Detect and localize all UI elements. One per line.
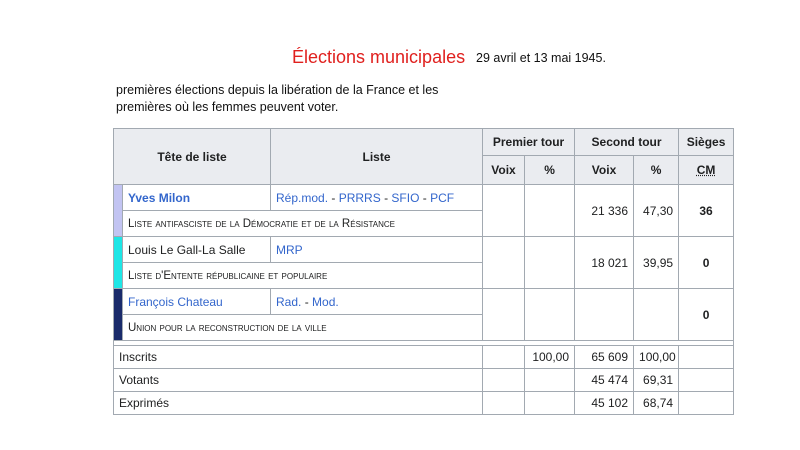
- header-votes-2: Voix: [574, 155, 635, 185]
- list-name: Union pour la reconstruction de la ville: [121, 314, 484, 341]
- votes-second: 21 336: [574, 184, 635, 237]
- stat-empty: [678, 391, 735, 415]
- list-row: François Chateau Rad. - Mod. 0: [113, 288, 735, 341]
- stat-row: Exprimés 45 102 68,74: [112, 391, 735, 415]
- pct-first: [524, 184, 576, 237]
- votes-first: [482, 236, 526, 289]
- votes-first: [482, 184, 526, 237]
- party-separator: -: [380, 190, 392, 205]
- header-seats: Sièges: [678, 128, 735, 156]
- stat-label: Inscrits: [112, 345, 484, 369]
- stat-votes-first: [482, 345, 526, 369]
- stat-row: Votants 45 474 69,31: [112, 368, 735, 392]
- party-color-bar: [113, 288, 123, 341]
- party-links[interactable]: MRP: [270, 236, 484, 263]
- party-separator: -: [328, 190, 339, 205]
- stat-votes-second: 45 474: [574, 368, 635, 392]
- header-list: Liste: [270, 128, 484, 185]
- stat-pct-first: [524, 368, 576, 392]
- party-color-bar: [113, 184, 123, 237]
- party-link[interactable]: PRRRS: [338, 190, 381, 205]
- party-separator: -: [301, 294, 313, 309]
- pct-second: 47,30: [633, 184, 680, 237]
- list-name: Liste d'Entente républicaine et populair…: [121, 262, 484, 289]
- party-link[interactable]: Rép.mod.: [276, 190, 329, 205]
- seats-cm: 36: [678, 184, 735, 237]
- pct-second: [633, 288, 680, 341]
- list-head: Louis Le Gall-La Salle: [121, 236, 272, 263]
- party-separator: -: [419, 190, 431, 205]
- page-title: Élections municipales: [292, 47, 466, 67]
- party-link[interactable]: PCF: [430, 190, 455, 205]
- party-color-bar: [113, 236, 123, 289]
- stat-label: Exprimés: [112, 391, 484, 415]
- stat-pct-first: [524, 391, 576, 415]
- stat-votes-second: 65 609: [574, 345, 635, 369]
- stat-pct-first: 100,00: [524, 345, 576, 369]
- stat-empty: [678, 368, 735, 392]
- list-head-link[interactable]: François Chateau: [121, 288, 272, 315]
- party-link[interactable]: SFIO: [391, 190, 420, 205]
- header-cm[interactable]: CM: [678, 155, 735, 185]
- stat-votes-second: 45 102: [574, 391, 635, 415]
- stat-row: Inscrits 100,00 65 609 100,00: [112, 345, 735, 369]
- header-first-round: Premier tour: [482, 128, 576, 156]
- cm-abbr[interactable]: CM: [696, 163, 716, 177]
- pct-first: [524, 288, 576, 341]
- stat-votes-first: [482, 368, 526, 392]
- header-pct-2: %: [633, 155, 680, 185]
- votes-second: 18 021: [574, 236, 635, 289]
- header-pct-1: %: [524, 155, 576, 185]
- party-link[interactable]: Mod.: [312, 294, 339, 309]
- results-table: Tête de liste Liste Premier tour Second …: [112, 128, 735, 415]
- stat-empty: [678, 345, 735, 369]
- pct-first: [524, 236, 576, 289]
- list-row: Yves Milon Rép.mod. - PRRRS - SFIO - PCF…: [113, 184, 735, 237]
- party-links[interactable]: Rép.mod. - PRRRS - SFIO - PCF: [270, 184, 484, 211]
- stat-pct-second: 68,74: [633, 391, 680, 415]
- stat-label: Votants: [112, 368, 484, 392]
- votes-first: [482, 288, 526, 341]
- election-dates: 29 avril et 13 mai 1945.: [476, 51, 606, 65]
- party-links[interactable]: Rad. - Mod.: [270, 288, 484, 315]
- header-votes-1: Voix: [482, 155, 526, 185]
- list-row: Louis Le Gall-La Salle MRP 18 021 39,95 …: [113, 236, 735, 289]
- pct-second: 39,95: [633, 236, 680, 289]
- header-head: Tête de liste: [112, 128, 272, 185]
- stat-pct-second: 69,31: [633, 368, 680, 392]
- intro-text: premières élections depuis la libération…: [116, 83, 439, 114]
- party-link[interactable]: MRP: [276, 242, 303, 257]
- stat-votes-first: [482, 391, 526, 415]
- votes-second: [574, 288, 635, 341]
- stat-pct-second: 100,00: [633, 345, 680, 369]
- header-second-round: Second tour: [574, 128, 680, 156]
- seats-cm: 0: [678, 236, 735, 289]
- list-name: Liste antifasciste de la Démocratie et d…: [121, 210, 484, 237]
- list-name-row: Liste d'Entente républicaine et populair…: [114, 262, 734, 289]
- party-link[interactable]: Rad.: [276, 294, 302, 309]
- seats-cm: 0: [678, 288, 735, 341]
- list-name-row: Liste antifasciste de la Démocratie et d…: [114, 210, 734, 237]
- list-head-link[interactable]: Yves Milon: [121, 184, 272, 211]
